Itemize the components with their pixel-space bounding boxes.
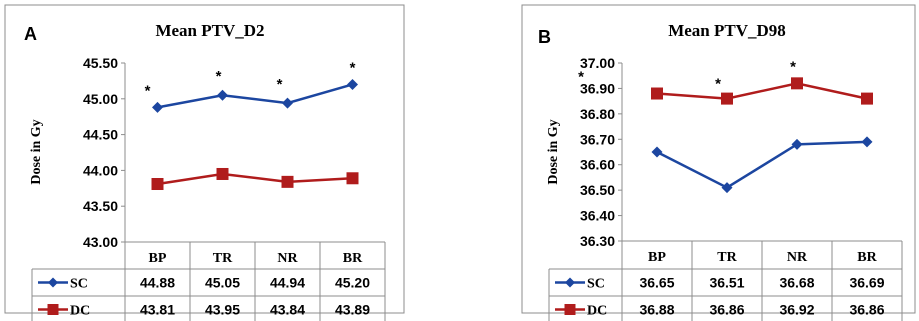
legend-marker-dc bbox=[564, 304, 576, 315]
y-tick-label: 44.50 bbox=[83, 127, 118, 143]
data-point-dc bbox=[721, 92, 733, 105]
table-cell-sc: 45.20 bbox=[335, 275, 370, 291]
significance-marker: * bbox=[216, 68, 222, 85]
chart-frame bbox=[521, 4, 916, 314]
category-label: BP bbox=[648, 250, 666, 265]
legend-label: DC bbox=[587, 304, 607, 319]
legend-label: SC bbox=[587, 277, 605, 292]
significance-marker: * bbox=[145, 82, 151, 99]
table-cell-sc: 36.51 bbox=[709, 275, 744, 291]
table-cell-dc: 36.88 bbox=[639, 302, 674, 318]
data-point-dc bbox=[861, 92, 873, 105]
legend-label: DC bbox=[70, 304, 90, 319]
data-point-sc bbox=[282, 97, 293, 109]
y-tick-label: 44.00 bbox=[83, 162, 118, 178]
y-tick-label: 36.30 bbox=[580, 233, 615, 249]
data-point-sc bbox=[791, 138, 803, 150]
panel-letter: A bbox=[24, 24, 37, 44]
y-axis-label: Dose in Gy bbox=[546, 119, 561, 184]
y-tick-label: 37.00 bbox=[580, 55, 615, 71]
table-cell-dc: 43.89 bbox=[335, 302, 370, 318]
category-label: BR bbox=[343, 251, 363, 266]
y-axis-label: Dose in Gy bbox=[29, 119, 44, 184]
category-label: NR bbox=[787, 250, 808, 265]
y-tick-label: 36.60 bbox=[580, 157, 615, 173]
data-point-dc bbox=[281, 175, 294, 188]
data-point-sc bbox=[152, 101, 163, 113]
series-line-sc bbox=[656, 140, 868, 190]
data-point-dc bbox=[216, 167, 229, 180]
table-cell-sc: 45.05 bbox=[205, 275, 240, 291]
chart-frame bbox=[4, 4, 405, 314]
series-line-sc bbox=[157, 83, 353, 109]
table-cell-dc: 36.86 bbox=[709, 302, 744, 318]
table-cell-sc: 36.65 bbox=[639, 275, 674, 291]
y-tick-label: 43.50 bbox=[83, 198, 118, 214]
legend-marker-sc bbox=[565, 277, 575, 288]
y-tick-label: 36.50 bbox=[580, 182, 615, 198]
significance-marker: * bbox=[277, 76, 283, 93]
category-label: NR bbox=[277, 251, 298, 266]
y-tick-label: 36.40 bbox=[580, 208, 615, 224]
category-label: BP bbox=[149, 251, 167, 266]
table-cell-dc: 43.95 bbox=[205, 302, 240, 318]
legend-label: SC bbox=[70, 277, 88, 292]
data-point-dc bbox=[151, 178, 164, 191]
table-cell-sc: 44.88 bbox=[140, 275, 175, 291]
category-label: BR bbox=[857, 250, 877, 265]
data-point-dc bbox=[651, 87, 663, 100]
chart-title: Mean PTV_D2 bbox=[155, 21, 264, 40]
chart-panel-a: A Mean PTV_D2 43.00 43.50 44.00 44.50 45.00 45.… bbox=[4, 4, 405, 321]
data-point-dc bbox=[346, 172, 359, 185]
legend-marker-dc bbox=[47, 304, 59, 315]
table-cell-dc: 43.81 bbox=[140, 302, 175, 318]
significance-marker: * bbox=[578, 69, 584, 86]
table-cell-sc: 36.69 bbox=[849, 275, 884, 291]
series-line-dc bbox=[656, 82, 868, 100]
y-tick-label: 45.50 bbox=[83, 55, 118, 71]
table-cell-dc: 43.84 bbox=[270, 302, 305, 318]
category-label: TR bbox=[213, 251, 233, 266]
data-point-sc bbox=[651, 146, 663, 158]
chart-panel-b: B Mean PTV_D98 36.30 36.40 36.50 36.60 36.70 36… bbox=[521, 4, 916, 321]
y-tick-label: 36.70 bbox=[580, 131, 615, 147]
table-cell-dc: 36.86 bbox=[849, 302, 884, 318]
significance-marker: * bbox=[715, 76, 721, 93]
data-point-sc bbox=[861, 136, 873, 148]
table-cell-sc: 44.94 bbox=[270, 275, 305, 291]
y-tick-label: 45.00 bbox=[83, 91, 118, 107]
legend-marker-sc bbox=[48, 277, 58, 288]
data-point-sc bbox=[721, 182, 733, 194]
table-cell-dc: 36.92 bbox=[779, 302, 814, 318]
category-label: TR bbox=[717, 250, 737, 265]
y-tick-label: 36.90 bbox=[580, 80, 615, 96]
data-point-sc bbox=[347, 78, 358, 90]
series-line-dc bbox=[157, 172, 353, 186]
panel-letter: B bbox=[538, 27, 551, 47]
significance-marker: * bbox=[350, 59, 356, 76]
y-tick-label: 36.80 bbox=[580, 106, 615, 122]
significance-marker: * bbox=[790, 58, 796, 75]
y-tick-label: 43.00 bbox=[83, 234, 118, 250]
data-point-sc bbox=[217, 89, 228, 101]
table-cell-sc: 36.68 bbox=[779, 275, 814, 291]
chart-title: Mean PTV_D98 bbox=[668, 21, 786, 40]
data-point-dc bbox=[791, 77, 803, 90]
